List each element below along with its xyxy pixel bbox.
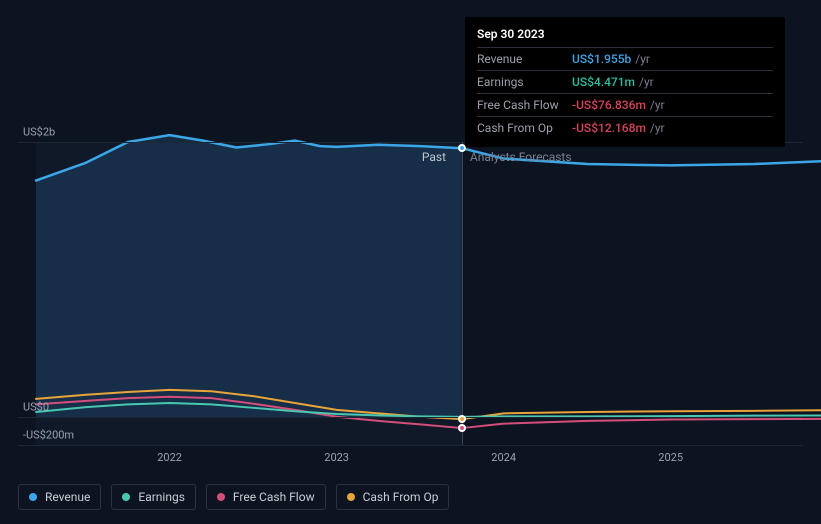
x-axis-label: 2022	[157, 451, 182, 464]
legend-dot-icon	[29, 493, 37, 501]
legend-label: Earnings	[138, 490, 185, 504]
tooltip-metric-value: US$4.471m	[572, 73, 635, 91]
x-axis-label: 2023	[324, 451, 349, 464]
x-axis-label: 2025	[658, 451, 683, 464]
y-axis-label: US$2b	[23, 126, 55, 139]
tooltip-metric-label: Free Cash Flow	[477, 96, 572, 114]
y-axis-label: -US$200m	[23, 429, 74, 442]
tooltip-metric-label: Revenue	[477, 50, 572, 68]
tooltip-row: RevenueUS$1.955b/yr	[477, 47, 773, 70]
legend-label: Cash From Op	[363, 490, 439, 504]
x-axis-label: 2024	[491, 451, 516, 464]
legend-label: Free Cash Flow	[233, 490, 315, 504]
marker-line	[462, 142, 463, 445]
legend-item-revenue[interactable]: Revenue	[18, 484, 101, 510]
chart-tooltip: Sep 30 2023 RevenueUS$1.955b/yrEarningsU…	[465, 17, 785, 147]
tooltip-date: Sep 30 2023	[477, 25, 773, 43]
tooltip-metric-label: Cash From Op	[477, 119, 572, 137]
marker-dot-free_cash_flow	[458, 424, 466, 432]
y-gridline	[18, 417, 803, 418]
region-label-forecast: Analysts Forecasts	[470, 150, 572, 164]
y-axis-label: US$0	[23, 401, 49, 414]
tooltip-row: Free Cash Flow-US$76.836m/yr	[477, 93, 773, 116]
legend-dot-icon	[217, 493, 225, 501]
legend-item-cash_from_op[interactable]: Cash From Op	[336, 484, 450, 510]
tooltip-metric-unit: /yr	[639, 73, 654, 91]
legend-dot-icon	[122, 493, 130, 501]
region-label-past: Past	[422, 150, 446, 164]
marker-dot-cash_from_op	[458, 415, 466, 423]
tooltip-metric-value: -US$76.836m	[572, 96, 646, 114]
tooltip-row: Cash From Op-US$12.168m/yr	[477, 116, 773, 139]
tooltip-metric-unit: /yr	[650, 119, 665, 137]
y-gridline	[18, 445, 803, 446]
tooltip-metric-label: Earnings	[477, 73, 572, 91]
tooltip-row: EarningsUS$4.471m/yr	[477, 70, 773, 93]
tooltip-metric-value: -US$12.168m	[572, 119, 646, 137]
tooltip-metric-value: US$1.955b	[572, 50, 631, 68]
legend-item-earnings[interactable]: Earnings	[111, 484, 196, 510]
chart-legend: Revenue Earnings Free Cash Flow Cash From O…	[18, 484, 449, 510]
tooltip-metric-unit: /yr	[650, 96, 665, 114]
legend-label: Revenue	[45, 490, 90, 504]
tooltip-metric-unit: /yr	[635, 50, 650, 68]
legend-dot-icon	[347, 493, 355, 501]
legend-item-free_cash_flow[interactable]: Free Cash Flow	[206, 484, 326, 510]
